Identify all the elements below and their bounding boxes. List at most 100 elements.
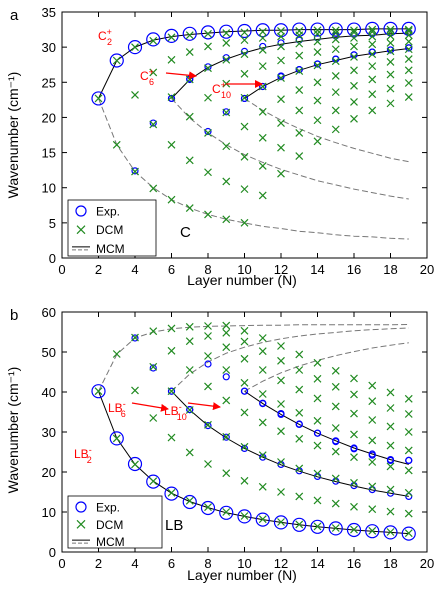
exp-point [219, 24, 234, 39]
mcm-line [171, 327, 409, 392]
exp-point [131, 334, 139, 342]
dcm-point [368, 32, 377, 41]
dcm-point [350, 81, 358, 90]
dcm-point [204, 29, 212, 38]
exp-point [219, 505, 234, 520]
dcm-point [386, 99, 395, 108]
dcm-point [404, 410, 413, 418]
exp-point [313, 429, 322, 437]
dcm-point [350, 502, 358, 511]
dcm-point [222, 215, 231, 224]
dcm-point [185, 496, 194, 505]
dcm-point [185, 448, 194, 457]
dcm-point [331, 499, 340, 508]
dcm-point [386, 528, 395, 536]
exp-point [222, 433, 230, 441]
dcm-point [240, 408, 249, 417]
dcm-point [258, 162, 267, 170]
x-tick-label: 14 [310, 262, 324, 277]
y-tick-label: 30 [42, 40, 56, 55]
dcm-point [258, 133, 267, 142]
dcm-point [185, 48, 194, 56]
dcm-point [295, 385, 304, 394]
mcm-line [98, 323, 409, 392]
y-axis-label: Wavenumber (cm⁻¹) [5, 72, 21, 199]
exp-point [91, 91, 106, 106]
dcm-point [277, 400, 285, 408]
legend-exp-marker [75, 501, 87, 513]
exp-point [295, 66, 303, 74]
dcm-point [277, 427, 285, 436]
exp-point [259, 400, 267, 408]
dcm-point [368, 482, 377, 491]
dcm-point [404, 31, 413, 40]
dcm-point [222, 321, 231, 330]
dcm-point [404, 93, 413, 101]
dcm-point [350, 478, 358, 487]
dcm-point [258, 46, 267, 54]
y-tick-label: 60 [42, 305, 56, 320]
x-tick-label: 0 [58, 556, 65, 571]
dcm-point [313, 26, 322, 35]
dcm-point [350, 53, 358, 61]
dcm-point [350, 390, 358, 399]
x-tick-label: 0 [58, 262, 65, 277]
dcm-point [222, 29, 231, 38]
mode-annotation: C+ 6 [140, 67, 154, 87]
dcm-point [331, 424, 340, 432]
exp-point [346, 22, 362, 37]
dcm-point [204, 93, 212, 102]
dcm-point [350, 42, 358, 51]
dcm-point [204, 128, 212, 137]
exp-point [240, 387, 249, 395]
exp-point [277, 410, 285, 418]
legend-label: MCM [96, 242, 125, 256]
dcm-point [222, 142, 231, 151]
dcm-point [350, 409, 358, 418]
dcm-point [313, 61, 322, 70]
legend-dcm-marker [76, 225, 86, 235]
dcm-point [404, 529, 413, 538]
exp-point [149, 119, 157, 127]
dcm-point [277, 169, 285, 178]
dcm-point [222, 55, 231, 64]
dcm-point [240, 50, 249, 59]
dcm-point [240, 378, 249, 387]
dcm-point [295, 492, 304, 501]
dcm-point [185, 156, 194, 165]
exp-point [346, 522, 362, 538]
exp-point [332, 437, 340, 445]
dcm-point [350, 66, 358, 75]
dcm-point [386, 25, 395, 34]
exp-point [365, 524, 380, 539]
exp-point [255, 512, 270, 527]
dcm-point [240, 69, 249, 78]
exp-point [328, 521, 343, 536]
dcm-point [204, 332, 212, 340]
dcm-point [277, 376, 285, 385]
x-tick-label: 10 [237, 262, 251, 277]
dcm-point [331, 125, 340, 134]
x-tick-label: 2 [95, 262, 102, 277]
dcm-point [167, 93, 176, 101]
exp-point [164, 28, 179, 43]
mcm-line [244, 48, 409, 99]
dcm-point [149, 362, 158, 371]
dcm-point [131, 386, 139, 395]
dcm-point [331, 57, 340, 66]
dcm-point [295, 51, 304, 60]
panel-b: 0 2 4 6 8 10 12 14 16 18 20 0 10 20 30 40 50 60 Layer numb… [5, 305, 434, 583]
dcm-point [240, 476, 249, 485]
dcm-point [386, 70, 395, 79]
dcm-point [350, 114, 358, 123]
dcm-point [386, 39, 395, 47]
dcm-point [167, 346, 176, 355]
x-tick-label: 6 [168, 556, 175, 571]
x-tick-label: 16 [347, 262, 361, 277]
dcm-point [386, 57, 395, 66]
dcm-point [131, 43, 139, 52]
exp-point [109, 431, 124, 446]
mode-annotation: LB-6 [108, 399, 126, 419]
dcm-point [149, 68, 158, 77]
exp-point [405, 456, 413, 464]
